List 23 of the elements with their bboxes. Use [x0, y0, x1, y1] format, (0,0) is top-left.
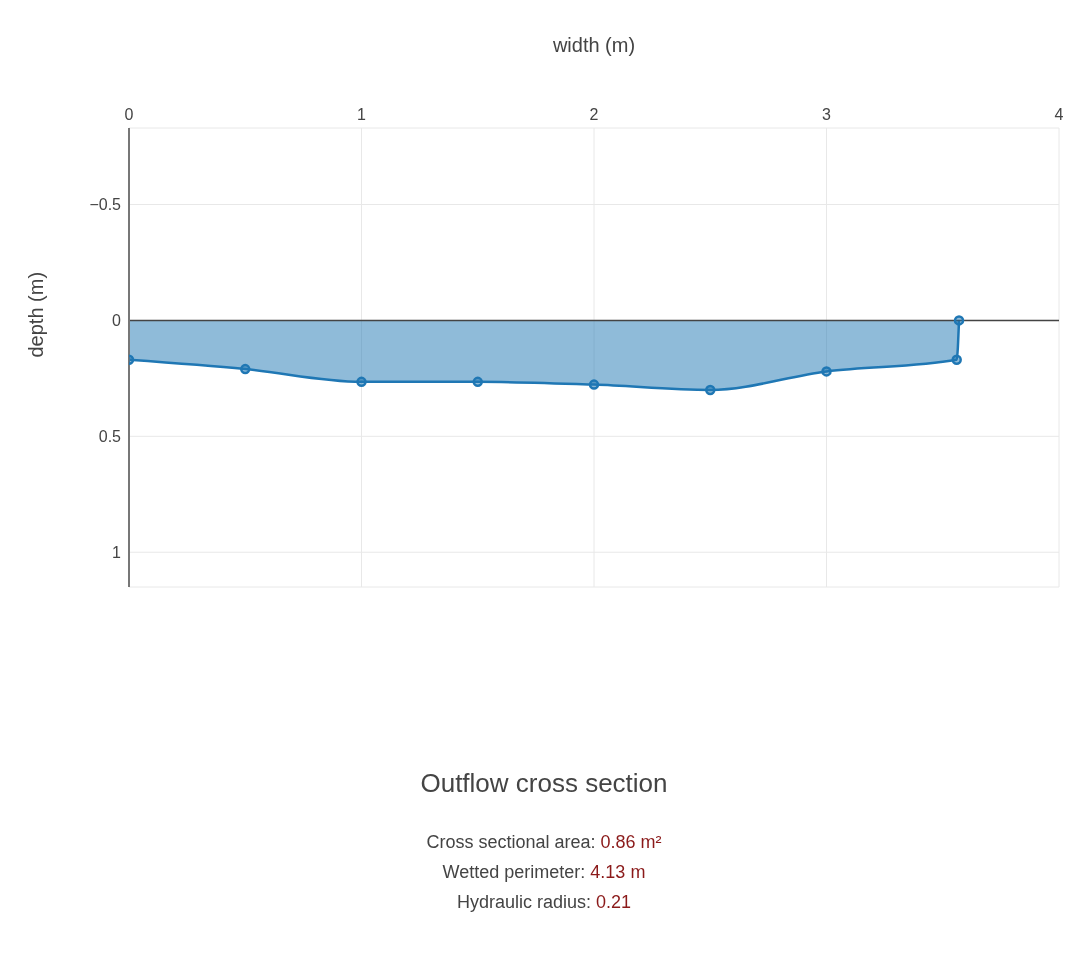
x-tick-label: 4 [1054, 106, 1064, 123]
text: Wetted perimeter: 4.13 m [442, 862, 646, 882]
x-tick-label: 0 [124, 106, 134, 123]
text: Outflow cross section [419, 768, 669, 799]
point [705, 384, 716, 396]
y-tick-label: 1 [112, 543, 122, 561]
y-tick-label: 0 [112, 312, 122, 330]
point [472, 376, 483, 388]
point [356, 376, 367, 388]
point [588, 379, 600, 390]
point [951, 354, 962, 366]
x-axis-title: width (m) [551, 34, 636, 57]
text: Cross sectional area: 0.86 m² [426, 832, 662, 852]
point [240, 363, 251, 375]
point [953, 315, 965, 326]
y-tick-label: −0.5 [89, 196, 122, 214]
y-axis-title: depth (m) [25, 271, 48, 358]
point [821, 366, 832, 377]
x-tick-label: 2 [589, 106, 599, 123]
y-tick-label: 0.5 [98, 428, 122, 445]
x-tick-label: 3 [822, 106, 832, 123]
x-tick-label: 1 [357, 106, 367, 123]
text: Hydraulic radius: 0.21 [456, 892, 632, 912]
